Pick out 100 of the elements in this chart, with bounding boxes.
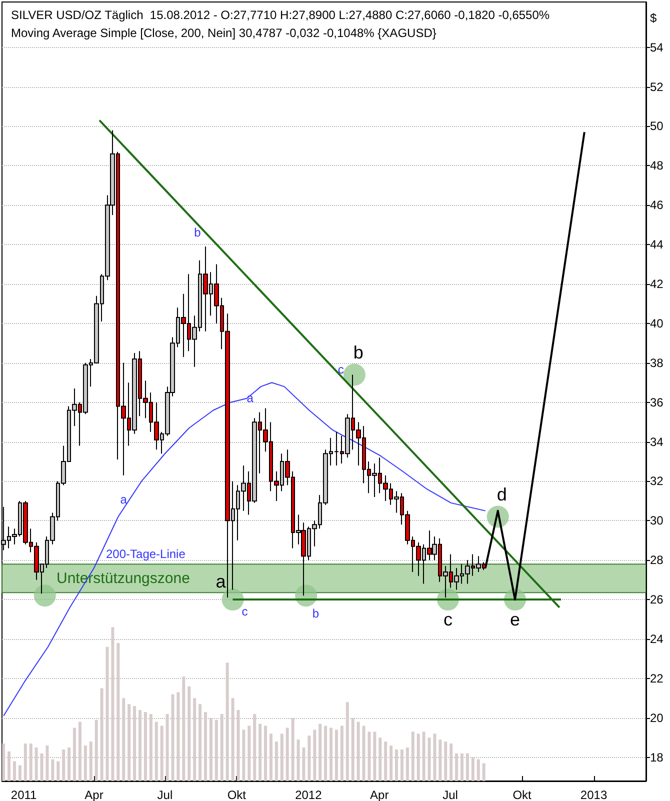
bar	[242, 730, 246, 781]
y-tick-label: 30	[650, 514, 664, 528]
bar	[193, 698, 196, 781]
bar	[133, 706, 136, 781]
bar	[226, 662, 229, 781]
bar	[455, 753, 458, 781]
bar	[73, 728, 76, 781]
text: Moving Average Simple [Close, 200, Nein] 30,4787 -0,032 -0,1048% {XAGUSD}	[11, 26, 436, 40]
bar	[395, 749, 398, 781]
bar	[274, 742, 278, 781]
x-tick-label: 2013	[580, 788, 608, 801]
bar	[291, 718, 294, 781]
text: SILVER USD/OZ Täglich 15.08.2012 - O:27,7710 H:27,8900 L:27,4880 C:27,6060 -0,1820 -0,6550%	[11, 8, 550, 22]
bar	[416, 734, 420, 781]
bar	[346, 702, 349, 781]
bar	[231, 698, 234, 781]
bar	[318, 724, 322, 781]
bar	[84, 746, 87, 781]
bar	[460, 753, 464, 781]
y-tick-label: 36	[650, 395, 664, 410]
bar	[106, 646, 109, 781]
bar	[248, 726, 251, 781]
bar	[450, 744, 453, 781]
bar	[128, 704, 131, 781]
bar	[362, 726, 366, 781]
bar	[264, 726, 268, 781]
point	[34, 584, 56, 607]
bar	[236, 710, 240, 781]
x-tick-label: 2011	[10, 788, 38, 801]
y-tick-label: 38	[650, 356, 664, 370]
bar	[438, 740, 442, 781]
bar	[334, 730, 338, 781]
y-tick-label: 26	[650, 592, 664, 607]
bar	[428, 738, 431, 781]
bar	[62, 749, 66, 781]
bar	[12, 761, 16, 781]
annotation: b	[194, 226, 202, 240]
bar	[356, 722, 360, 781]
bar	[411, 732, 414, 781]
bar	[406, 747, 409, 781]
bar	[68, 747, 71, 781]
point	[222, 588, 244, 611]
bar	[56, 761, 60, 781]
bar	[308, 736, 311, 781]
annotation: b	[312, 606, 320, 621]
bar	[220, 714, 224, 781]
bar	[476, 759, 480, 781]
x-tick-label: Jul	[157, 788, 173, 801]
bar	[94, 720, 98, 781]
y-tick-label: 18	[650, 750, 664, 764]
y-tick-label: 44	[650, 238, 664, 252]
x-tick-label: Okt	[512, 788, 532, 801]
bar	[330, 728, 333, 781]
y-tick-label: 20	[650, 710, 664, 725]
y-tick-label: 24	[650, 632, 664, 646]
bar	[116, 642, 120, 781]
bar	[111, 627, 114, 781]
bar	[444, 742, 448, 781]
bar	[209, 718, 212, 781]
annotation: a	[216, 572, 227, 592]
y-tick-label: 22	[650, 671, 664, 686]
bar	[482, 763, 486, 781]
bar	[269, 734, 272, 781]
bar	[78, 722, 82, 781]
bar	[89, 742, 92, 781]
y-tick-label: 34	[650, 434, 664, 449]
bar	[188, 686, 191, 781]
y-tick-label: 32	[650, 474, 664, 488]
bar	[351, 718, 354, 781]
bar	[368, 732, 371, 781]
bar	[40, 753, 44, 781]
bar	[204, 712, 207, 781]
x-tick-label: Okt	[227, 788, 247, 801]
annotation: c	[242, 604, 248, 619]
bar	[324, 726, 328, 781]
annotation: 200-Tage-Linie	[106, 547, 186, 562]
bar	[100, 688, 104, 781]
x-tick-label: 2012	[295, 788, 322, 801]
bar	[198, 704, 202, 781]
y-tick-label: 42	[650, 277, 664, 292]
annotation: e	[510, 610, 520, 630]
bar	[154, 722, 158, 781]
bar	[390, 746, 393, 781]
bar	[24, 744, 27, 781]
bar	[296, 740, 300, 781]
bar	[8, 751, 11, 781]
bar	[160, 726, 164, 781]
annotation: a	[120, 492, 128, 506]
bar	[138, 710, 142, 781]
bar	[253, 714, 256, 781]
y-tick-label: 40	[650, 316, 664, 330]
annotation: c	[443, 610, 452, 630]
bar	[280, 734, 284, 781]
y-tick-label: 54	[650, 40, 664, 54]
bar	[400, 749, 404, 781]
bar	[466, 753, 469, 781]
y-tick-label: 28	[650, 553, 664, 568]
y-tick-label: 46	[650, 198, 664, 212]
bar	[422, 732, 426, 781]
y-axis-title: $	[650, 11, 657, 25]
